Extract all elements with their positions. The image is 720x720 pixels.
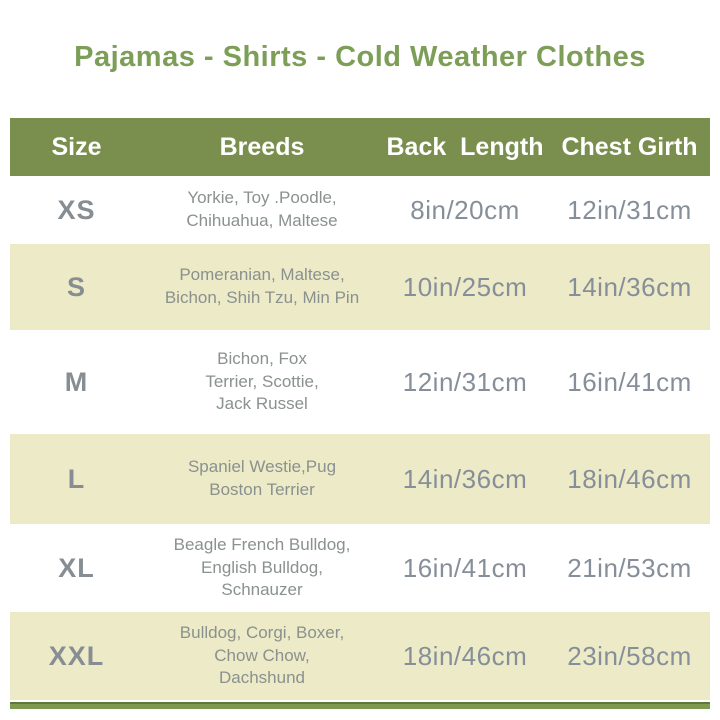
table-row-l: L Spaniel Westie,Pug Boston Terrier 14in… (10, 434, 710, 524)
table-row-xxl: XXL Bulldog, Corgi, Boxer, Chow Chow, Da… (10, 612, 710, 700)
back-length-cell: 16in/41cm (402, 552, 528, 583)
back-length-cell: 10in/25cm (402, 271, 528, 302)
back-length-cell: 14in/36cm (402, 463, 528, 494)
chest-girth-cell: 14in/36cm (567, 271, 692, 302)
breeds-cell: Beagle French Bulldog, English Bulldog, … (173, 534, 351, 600)
size-cell: S (66, 271, 86, 302)
breeds-cell: Bulldog, Corgi, Boxer, Chow Chow, Dachsh… (179, 622, 345, 688)
header-cell-back-length: Back Length (386, 132, 544, 161)
back-length-cell: 18in/46cm (402, 640, 528, 671)
header-cell-size: Size (51, 132, 102, 161)
table-row-xs: XS Yorkie, Toy .Poodle, Chihuahua, Malte… (10, 176, 710, 244)
back-length-cell: 8in/20cm (410, 194, 520, 225)
table-row-s: S Pomeranian, Maltese, Bichon, Shih Tzu,… (10, 244, 710, 330)
size-cell: M (64, 366, 89, 397)
size-cell: XL (58, 552, 95, 583)
page-title: Pajamas - Shirts - Cold Weather Clothes (74, 41, 646, 73)
table-row-m: M Bichon, Fox Terrier, Scottie, Jack Rus… (10, 330, 710, 434)
size-cell: L (67, 463, 86, 494)
bottom-accent-bar (10, 702, 710, 709)
chest-girth-cell: 16in/41cm (567, 366, 692, 397)
breeds-cell: Pomeranian, Maltese, Bichon, Shih Tzu, M… (164, 265, 360, 307)
table-header-row: Size Breeds Back Length Chest Girth (10, 118, 710, 176)
breeds-cell: Yorkie, Toy .Poodle, Chihuahua, Maltese (186, 188, 338, 230)
table-row-xl: XL Beagle French Bulldog, English Bulldo… (10, 524, 710, 612)
chest-girth-cell: 21in/53cm (567, 552, 692, 583)
breeds-cell: Bichon, Fox Terrier, Scottie, Jack Russe… (205, 348, 319, 414)
chest-girth-cell: 12in/31cm (567, 194, 692, 225)
header-cell-chest-girth: Chest Girth (561, 132, 698, 161)
size-cell: XS (57, 194, 96, 225)
breeds-cell: Spaniel Westie,Pug Boston Terrier (187, 457, 337, 499)
back-length-cell: 12in/31cm (402, 366, 528, 397)
size-cell: XXL (48, 640, 105, 671)
size-chart-table: Size Breeds Back Length Chest Girth XS Y… (10, 118, 710, 700)
header-cell-breeds: Breeds (219, 132, 305, 161)
chest-girth-cell: 23in/58cm (567, 640, 692, 671)
chest-girth-cell: 18in/46cm (567, 463, 692, 494)
